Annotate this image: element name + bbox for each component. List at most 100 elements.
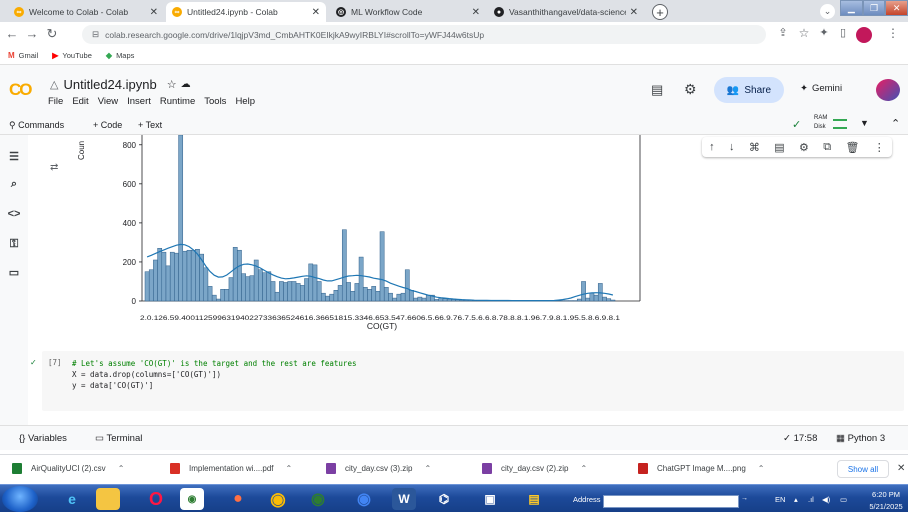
action-center-icon[interactable]: ▭: [840, 495, 848, 504]
bookmark-gmail[interactable]: M Gmail: [8, 51, 38, 60]
bookmark-youtube[interactable]: ▶ YouTube: [52, 51, 92, 60]
move-up-icon[interactable]: ↑: [709, 141, 715, 153]
profile-avatar[interactable]: [856, 27, 872, 43]
tab-close-icon[interactable]: ✕: [471, 6, 480, 18]
tray-expand-icon[interactable]: ▴: [794, 495, 798, 504]
download-item[interactable]: Implementation wi....pdf ⌃: [170, 463, 292, 474]
file-explorer-icon[interactable]: [96, 488, 120, 510]
download-item[interactable]: city_day.csv (2).zip ⌃: [482, 463, 587, 474]
comments-icon[interactable]: ▤: [651, 82, 664, 97]
run-status-check-icon[interactable]: ✓: [30, 358, 37, 367]
share-button[interactable]: 👥 Share: [714, 77, 784, 103]
find-icon[interactable]: ⌕: [10, 177, 18, 190]
menu-edit[interactable]: Edit: [72, 96, 89, 107]
star-icon[interactable]: ☆: [166, 79, 177, 91]
share-page-icon[interactable]: ⇪: [778, 27, 788, 39]
account-avatar[interactable]: [876, 79, 900, 101]
back-arrow-icon[interactable]: ←: [5, 26, 19, 41]
word-icon[interactable]: W: [392, 488, 416, 510]
chevron-up-icon[interactable]: ⌃: [117, 464, 125, 473]
language-indicator[interactable]: EN: [775, 495, 786, 504]
bookmark-maps[interactable]: ◆ Maps: [106, 51, 135, 60]
menu-help[interactable]: Help: [235, 96, 255, 107]
tab-close-icon[interactable]: ✕: [629, 6, 638, 18]
chevron-up-icon[interactable]: ⌃: [757, 464, 765, 473]
app-window-icon[interactable]: ▣: [484, 492, 496, 506]
volume-icon[interactable]: ◀): [822, 495, 831, 504]
code-editor[interactable]: # Let's assume 'CO(GT)' is the target an…: [72, 358, 356, 391]
code-cell[interactable]: [42, 351, 904, 411]
show-all-button[interactable]: Show all: [837, 460, 889, 478]
more-options-icon[interactable]: ⋮: [873, 141, 885, 154]
tab-search-icon[interactable]: ⌄: [820, 4, 835, 19]
download-item[interactable]: ChatGPT Image M....png ⌃: [638, 463, 764, 474]
runtime-dropdown-icon[interactable]: ▼: [860, 118, 869, 128]
minimize-button[interactable]: ▁: [840, 0, 863, 16]
terminal-button[interactable]: ▭ Terminal: [95, 433, 142, 444]
tab-close-icon[interactable]: ✕: [149, 6, 158, 18]
menu-runtime[interactable]: Runtime: [159, 96, 196, 107]
app-icon[interactable]: ◉: [180, 488, 204, 510]
menu-insert[interactable]: Insert: [127, 96, 151, 107]
delete-icon[interactable]: 🗑: [845, 141, 860, 154]
kernel-status[interactable]: ▦ Python 3: [836, 433, 885, 444]
browser-menu-icon[interactable]: ⋮: [887, 26, 899, 40]
tab-github[interactable]: ● Vasanthithangavel/data-science ✕: [488, 2, 644, 22]
tab-welcome-colab[interactable]: ∞ Welcome to Colab - Colab ✕: [8, 2, 164, 22]
code-snippets-icon[interactable]: <>: [7, 208, 21, 220]
menu-tools[interactable]: Tools: [204, 96, 227, 107]
clock-time[interactable]: 6:20 PM: [872, 490, 900, 499]
chevron-up-icon[interactable]: ⌃: [424, 464, 432, 473]
reload-icon[interactable]: ↻: [46, 26, 58, 41]
bookmark-star-icon[interactable]: ☆: [798, 26, 810, 40]
network-icon[interactable]: ⌬: [438, 492, 450, 506]
menu-view[interactable]: View: [97, 96, 119, 107]
secrets-key-icon[interactable]: ⚿: [9, 237, 19, 250]
go-arrow-icon[interactable]: →: [741, 495, 748, 502]
last-run-time[interactable]: ✓ 17:58: [783, 433, 818, 444]
site-info-icon[interactable]: ⊟: [92, 29, 100, 39]
start-button[interactable]: [2, 486, 38, 512]
resource-monitor[interactable]: RAM Disk: [811, 115, 849, 135]
chrome-icon[interactable]: ◉: [270, 488, 286, 509]
collapse-header-icon[interactable]: ⌃: [891, 118, 901, 130]
maximize-button[interactable]: ❐: [862, 0, 886, 16]
tab-ml-workflow[interactable]: ◎ ML Workflow Code ✕: [330, 2, 486, 22]
extensions-icon[interactable]: ✦: [819, 27, 829, 39]
chrome-profile-icon[interactable]: ◉: [311, 491, 325, 508]
chevron-up-icon[interactable]: ⌃: [285, 464, 293, 473]
commands-button[interactable]: ⚲ Commands: [9, 120, 64, 131]
files-folder-icon[interactable]: ▭: [8, 266, 20, 279]
pictures-icon[interactable]: ▤: [528, 492, 540, 506]
gemini-button[interactable]: ✦ Gemini: [800, 83, 842, 94]
output-toggle-icon[interactable]: ⇄: [50, 162, 59, 173]
notebook-title[interactable]: △ Untitled24.ipynb ☆ ☁: [50, 77, 191, 92]
add-code-button[interactable]: + Code: [93, 120, 123, 130]
cell-settings-icon[interactable]: ⚙: [799, 141, 809, 154]
clock-date[interactable]: 5/21/2025: [869, 502, 903, 511]
download-item[interactable]: city_day.csv (3).zip ⌃: [326, 463, 431, 474]
variables-button[interactable]: {} Variables: [19, 433, 67, 444]
internet-explorer-icon[interactable]: e: [68, 491, 76, 507]
close-downloads-icon[interactable]: ✕: [897, 463, 906, 474]
cloud-icon[interactable]: ☁: [180, 79, 191, 90]
side-panel-icon[interactable]: ▯: [839, 27, 847, 39]
chevron-up-icon[interactable]: ⌃: [580, 464, 588, 473]
mirror-cell-icon[interactable]: ⧉: [823, 140, 832, 153]
table-of-contents-icon[interactable]: ☰: [9, 150, 19, 163]
notebook-title-text[interactable]: Untitled24.ipynb: [63, 77, 157, 92]
move-down-icon[interactable]: ↓: [729, 141, 735, 153]
forward-arrow-icon[interactable]: →: [25, 26, 39, 41]
firefox-icon[interactable]: ●: [233, 490, 243, 507]
taskbar-address-input[interactable]: [603, 495, 739, 508]
url-field[interactable]: ⊟ colab.research.google.com/drive/1lqjpV…: [82, 25, 766, 44]
link-icon[interactable]: ⌘: [748, 141, 760, 154]
comment-icon[interactable]: ▤: [774, 141, 785, 154]
download-item[interactable]: AirQualityUCI (2).csv ⌃: [12, 463, 124, 474]
colab-logo[interactable]: CO: [9, 80, 32, 99]
chrome-alt-icon[interactable]: ◉: [357, 491, 371, 508]
menu-file[interactable]: File: [48, 96, 64, 107]
settings-gear-icon[interactable]: ⚙: [684, 81, 697, 97]
signal-icon[interactable]: .ıl: [808, 495, 814, 504]
tab-untitled24[interactable]: ∞ Untitled24.ipynb - Colab ✕: [166, 2, 326, 22]
